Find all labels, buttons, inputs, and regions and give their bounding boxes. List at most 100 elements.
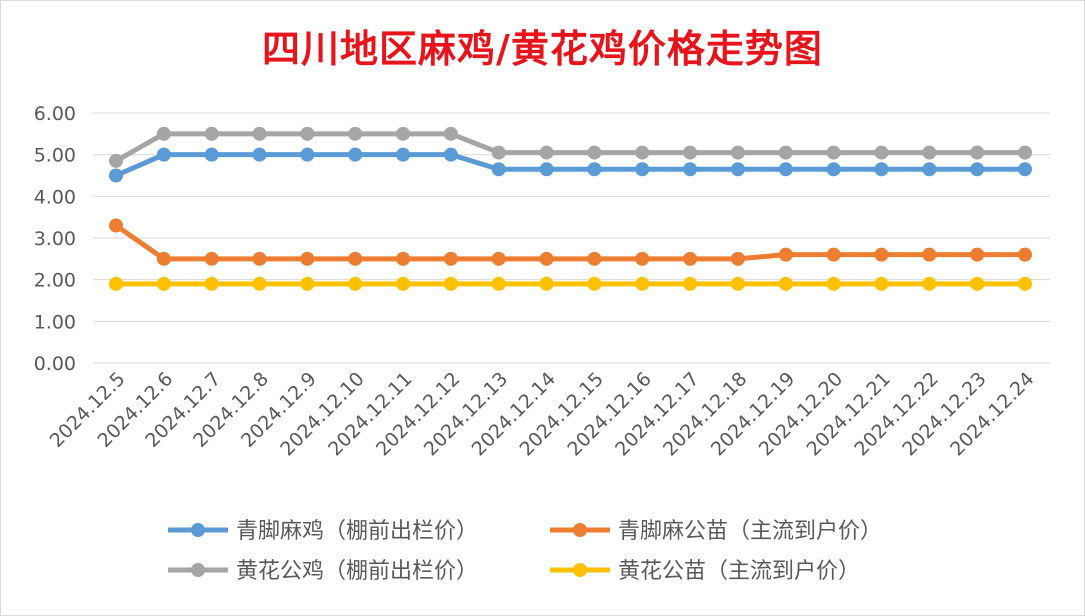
legend-entry: 黄花公苗（主流到户价）	[550, 559, 860, 584]
legend-marker	[191, 563, 205, 577]
data-point	[922, 276, 937, 291]
series-group	[109, 126, 1032, 291]
data-point	[443, 251, 458, 266]
data-point	[204, 251, 219, 266]
data-point	[204, 126, 219, 141]
legend-marker	[573, 523, 587, 537]
data-point	[348, 276, 363, 291]
data-point	[826, 247, 841, 262]
data-point	[396, 126, 411, 141]
data-point	[539, 276, 554, 291]
legend-entry: 黄花公鸡（棚前出栏价）	[168, 559, 478, 584]
data-point	[348, 147, 363, 162]
data-point	[874, 247, 889, 262]
data-point	[587, 251, 602, 266]
data-point	[778, 247, 793, 262]
series-3	[109, 126, 1032, 168]
data-point	[443, 147, 458, 162]
series-line	[114, 131, 1025, 164]
data-point	[1018, 247, 1032, 262]
data-point	[587, 276, 602, 291]
data-point	[970, 276, 985, 291]
data-point	[635, 276, 650, 291]
data-point	[730, 276, 745, 291]
data-point	[252, 126, 267, 141]
data-point	[348, 126, 363, 141]
data-point	[1018, 145, 1032, 160]
legend: 青脚麻鸡（棚前出栏价） 青脚麻公苗（主流到户价） 黄花公鸡（棚前出栏价） 黄花公苗（主…	[168, 519, 882, 584]
data-point	[491, 251, 506, 266]
data-point	[396, 276, 411, 291]
data-point	[109, 276, 123, 291]
data-point	[109, 218, 123, 233]
data-point	[587, 162, 602, 177]
series-1	[109, 147, 1032, 183]
data-point	[300, 276, 315, 291]
data-point	[156, 276, 171, 291]
data-point	[443, 126, 458, 141]
data-point	[204, 276, 219, 291]
data-point	[826, 145, 841, 160]
data-point	[778, 145, 793, 160]
data-point	[396, 251, 411, 266]
data-point	[109, 168, 123, 183]
data-point	[683, 145, 698, 160]
data-point	[922, 162, 937, 177]
data-point	[156, 251, 171, 266]
data-point	[874, 276, 889, 291]
x-axis-ticks: 2024.12.52024.12.62024.12.72024.12.82024…	[46, 368, 1039, 460]
data-point	[683, 251, 698, 266]
data-point	[874, 145, 889, 160]
y-tick-label: 3.00	[34, 228, 76, 250]
data-point	[635, 145, 650, 160]
data-point	[252, 276, 267, 291]
y-tick-label: 4.00	[34, 186, 76, 208]
data-point	[300, 147, 315, 162]
data-point	[396, 147, 411, 162]
data-point	[109, 153, 123, 168]
data-point	[491, 276, 506, 291]
data-point	[491, 162, 506, 177]
data-point	[252, 251, 267, 266]
data-point	[730, 145, 745, 160]
data-point	[874, 162, 889, 177]
data-point	[539, 162, 554, 177]
legend-entry: 青脚麻公苗（主流到户价）	[550, 519, 882, 544]
data-point	[156, 126, 171, 141]
data-point	[443, 276, 458, 291]
legend-label: 青脚麻公苗（主流到户价）	[618, 519, 882, 544]
y-axis-ticks: 0.00 1.00 2.00 3.00 4.00 5.00 6.00	[34, 103, 76, 375]
data-point	[970, 247, 985, 262]
legend-label: 黄花公苗（主流到户价）	[618, 559, 860, 584]
legend-label: 青脚麻鸡（棚前出栏价）	[236, 519, 478, 544]
y-tick-label: 6.00	[34, 103, 76, 125]
data-point	[778, 276, 793, 291]
data-point	[683, 162, 698, 177]
data-point	[683, 276, 698, 291]
y-tick-label: 2.00	[34, 270, 76, 292]
data-point	[778, 162, 793, 177]
data-point	[970, 162, 985, 177]
data-point	[204, 147, 219, 162]
data-point	[826, 162, 841, 177]
series-line	[114, 223, 1025, 262]
legend-marker	[573, 563, 587, 577]
data-point	[491, 145, 506, 160]
chart-title: 四川地区麻鸡/黄花鸡价格走势图	[262, 26, 823, 71]
data-point	[730, 251, 745, 266]
data-point	[539, 251, 554, 266]
data-point	[826, 276, 841, 291]
data-point	[1018, 162, 1032, 177]
data-point	[300, 251, 315, 266]
data-point	[970, 145, 985, 160]
data-point	[156, 147, 171, 162]
data-point	[730, 162, 745, 177]
data-point	[922, 247, 937, 262]
series-line	[115, 152, 1025, 178]
data-point	[635, 162, 650, 177]
y-tick-label: 5.00	[34, 145, 76, 167]
data-point	[539, 145, 554, 160]
data-point	[1018, 276, 1032, 291]
